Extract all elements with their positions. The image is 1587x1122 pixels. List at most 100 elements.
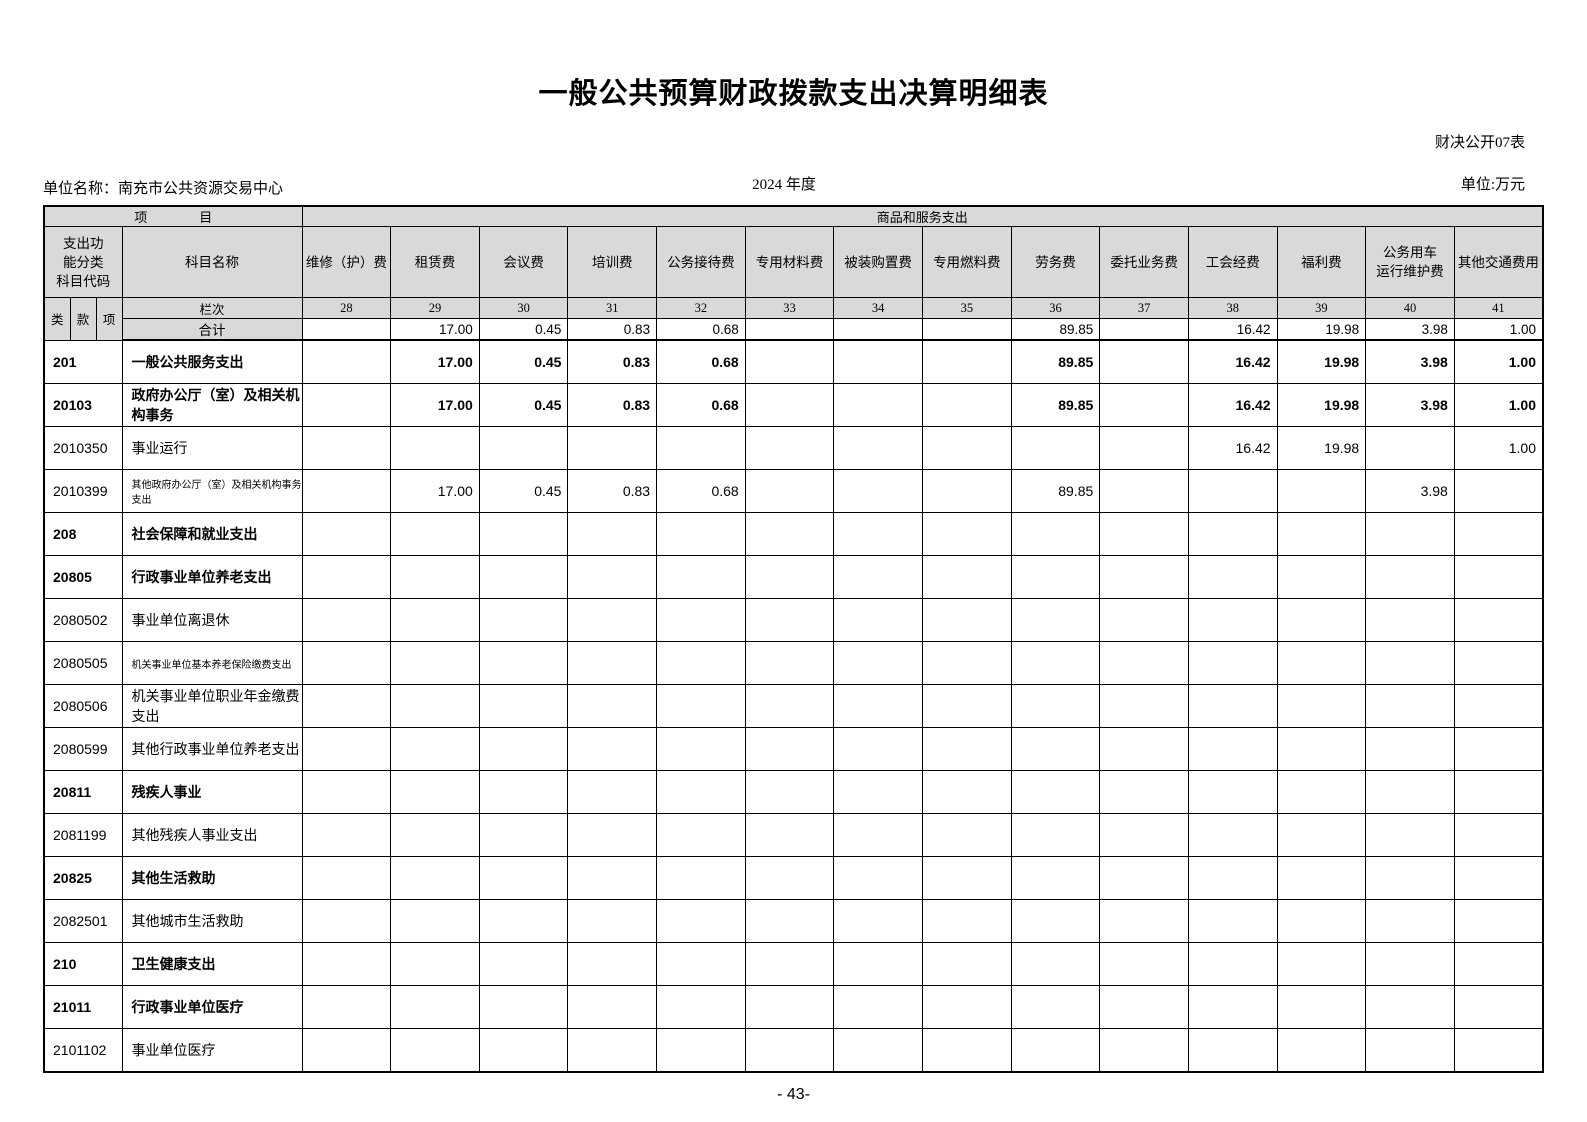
value-cell [1276, 770, 1367, 814]
code-cell: 2010399 [43, 469, 123, 513]
code-cell: 2080599 [43, 727, 123, 771]
value-cell [478, 942, 569, 986]
table-row: 20811 残疾人事业 [43, 770, 1544, 814]
value-cell [1453, 469, 1544, 513]
value-cell [1187, 684, 1278, 728]
value-cell [922, 942, 1012, 986]
value-cell [1276, 641, 1367, 685]
value-cell [922, 383, 1012, 427]
value-cell [1187, 770, 1278, 814]
value-cell [301, 1028, 392, 1073]
column-index-cell: 35 [922, 297, 1012, 319]
value-cell [1365, 942, 1455, 986]
value-cell: 16.42 [1187, 339, 1278, 384]
value-cell [301, 512, 392, 556]
form-number-label: 财决公开07表 [1434, 135, 1525, 151]
column-index-cell: 33 [744, 297, 835, 319]
value-cell [1010, 641, 1101, 685]
value-cell [390, 684, 480, 728]
value-cell [478, 426, 569, 470]
value-cell: 0.68 [656, 469, 746, 513]
value-cell [1010, 684, 1101, 728]
header-row-columns: 支出功 能分类 科目代码 科目名称 维修（护）费 租赁费 会议费 培训费 公务接待费 专用… [43, 226, 1544, 298]
value-cell [567, 598, 658, 642]
value-cell [1453, 985, 1544, 1029]
value-cell [1099, 727, 1189, 771]
value-cell [744, 727, 835, 771]
value-cell: 0.68 [656, 383, 746, 427]
value-cell [1453, 512, 1544, 556]
value-cell [301, 641, 392, 685]
total-value-cell: 89.85 [1010, 318, 1101, 341]
value-cell [567, 985, 658, 1029]
value-cell [1365, 426, 1455, 470]
code-cell: 210 [43, 942, 123, 986]
value-cell [656, 555, 746, 599]
value-cell [301, 383, 392, 427]
value-cell [1099, 339, 1189, 384]
value-cell [656, 598, 746, 642]
subject-name-cell: 机关事业单位基本养老保险缴费支出 [121, 641, 303, 685]
total-value-cell [833, 318, 923, 341]
fee-column-header: 专用材料费 [744, 226, 835, 298]
value-cell: 19.98 [1276, 426, 1367, 470]
value-cell [833, 727, 923, 771]
value-cell: 0.83 [567, 469, 658, 513]
value-cell [478, 684, 569, 728]
value-cell: 0.68 [656, 339, 746, 384]
class-header-cell: 类 [43, 297, 71, 341]
value-cell [301, 942, 392, 986]
subject-name-cell: 政府办公厅（室）及相关机构事务 [121, 383, 303, 427]
value-cell [922, 813, 1012, 857]
column-index-cell: 29 [390, 297, 480, 319]
value-cell [1187, 899, 1278, 943]
value-cell [922, 684, 1012, 728]
value-cell [922, 339, 1012, 384]
value-cell [1099, 684, 1189, 728]
subject-name-header-cell: 科目名称 [121, 226, 303, 298]
value-cell [922, 469, 1012, 513]
total-label-cell: 合计 [121, 318, 303, 341]
value-cell [1365, 899, 1455, 943]
total-row: 合计 17.00 0.45 0.83 0.68 89.85 16.42 19.98 3.98 1… [44, 318, 1544, 341]
value-cell: 3.98 [1365, 339, 1455, 384]
value-cell: 3.98 [1365, 383, 1455, 427]
column-index-cell: 36 [1010, 297, 1101, 319]
fee-column-header: 工会经费 [1187, 226, 1278, 298]
value-cell [744, 856, 835, 900]
value-cell [478, 813, 569, 857]
value-cell [833, 641, 923, 685]
subject-name-cell: 残疾人事业 [121, 770, 303, 814]
value-cell [1010, 770, 1101, 814]
value-cell: 19.98 [1276, 383, 1367, 427]
value-cell [1276, 856, 1367, 900]
value-cell: 1.00 [1453, 426, 1544, 470]
table-row: 2101102 事业单位医疗 [43, 1028, 1544, 1073]
code-cell: 201 [43, 339, 123, 384]
table-row: 21011 行政事业单位医疗 [43, 985, 1544, 1029]
value-cell: 1.00 [1453, 383, 1544, 427]
value-cell [301, 770, 392, 814]
value-cell [1276, 1028, 1367, 1073]
value-cell [1453, 684, 1544, 728]
value-cell [1010, 813, 1101, 857]
value-cell [1276, 555, 1367, 599]
total-value-cell [301, 318, 392, 341]
value-cell [656, 899, 746, 943]
value-cell [301, 339, 392, 384]
value-cell [301, 985, 392, 1029]
value-cell [833, 598, 923, 642]
table-row: 208 社会保障和就业支出 [43, 512, 1544, 556]
fee-column-header: 公务用车 运行维护费 [1365, 226, 1455, 298]
code-cell: 20825 [43, 856, 123, 900]
code-cell: 208 [43, 512, 123, 556]
subject-name-cell: 其他生活救助 [121, 856, 303, 900]
column-index-cell: 28 [301, 297, 392, 319]
value-cell [1099, 426, 1189, 470]
value-cell [744, 426, 835, 470]
value-cell [478, 598, 569, 642]
value-cell [1453, 727, 1544, 771]
unit-name-label: 单位名称：南充市公共资源交易中心 [43, 181, 284, 197]
code-cell: 20103 [43, 383, 123, 427]
value-cell: 16.42 [1187, 426, 1278, 470]
